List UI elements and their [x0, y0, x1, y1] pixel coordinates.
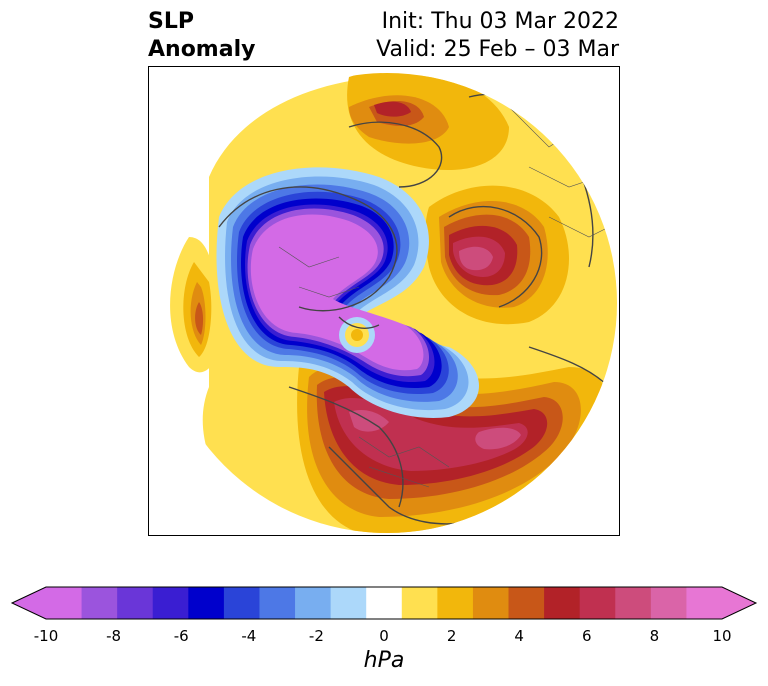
colorbar-segment — [295, 587, 332, 619]
colorbar-segment — [437, 587, 474, 619]
colorbar-segment — [81, 587, 118, 619]
colorbar-segment — [188, 587, 225, 619]
colorbar-segment — [401, 587, 438, 619]
colorbar-segment — [152, 587, 189, 619]
title-slp: SLP — [148, 9, 194, 34]
map-title-right: Init: Thu 03 Mar 2022 Valid: 25 Feb – 03… — [376, 8, 619, 64]
colorbar-tick-label: 10 — [712, 627, 732, 645]
colorbar-segment — [46, 587, 83, 619]
colorbar-tick-label: 0 — [379, 627, 389, 645]
colorbar-segment — [330, 587, 367, 619]
anomaly-field — [157, 73, 617, 533]
colorbar-tick-label: -10 — [33, 627, 59, 645]
valid-range: Valid: 25 Feb – 03 Mar — [376, 37, 619, 62]
colorbar-segment — [366, 587, 403, 619]
coastlines — [218, 93, 610, 525]
map-canvas — [157, 73, 617, 533]
colorbar-segment — [223, 587, 260, 619]
colorbar-tick-label: -8 — [106, 627, 122, 645]
slp-anomaly-map — [148, 66, 620, 536]
colorbar-segment — [686, 587, 723, 619]
colorbar-units: hPa — [363, 648, 405, 673]
colorbar-tick-label: 8 — [649, 627, 660, 645]
colorbar-over-arrow — [722, 587, 756, 619]
colorbar-under-arrow — [12, 587, 46, 619]
init-date: Init: Thu 03 Mar 2022 — [381, 9, 619, 34]
colorbar-segment — [472, 587, 510, 619]
colorbar-segment — [117, 587, 154, 619]
colorbar-segment — [259, 587, 296, 619]
colorbar-tick-label: 2 — [446, 627, 457, 645]
title-anomaly: Anomaly — [148, 37, 256, 62]
colorbar-tick-label: -2 — [308, 627, 324, 645]
colorbar-segment — [650, 587, 687, 619]
colorbar-tick-label: 4 — [514, 627, 524, 645]
colorbar-tick-label: 6 — [582, 627, 592, 645]
colorbar-segment — [508, 587, 545, 619]
colorbar-segment — [544, 587, 581, 619]
colorbar-segment — [579, 587, 616, 619]
colorbar-segment — [615, 587, 652, 619]
colorbar — [10, 586, 758, 620]
colorbar-segments — [46, 587, 723, 619]
map-title-left: SLP Anomaly — [148, 8, 255, 64]
colorbar-tick-label: -6 — [173, 627, 189, 645]
colorbar-tick-label: -4 — [241, 627, 257, 645]
